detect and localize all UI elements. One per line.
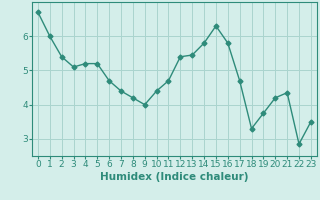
X-axis label: Humidex (Indice chaleur): Humidex (Indice chaleur) <box>100 172 249 182</box>
